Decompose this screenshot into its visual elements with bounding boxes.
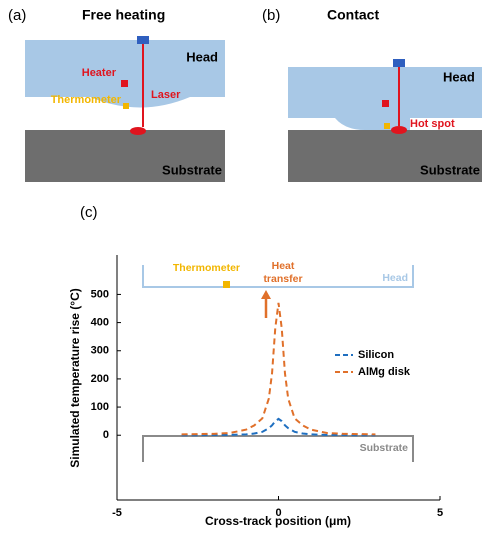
substrate-bracket [142,435,414,462]
heat-transfer-label: transfer [263,273,302,285]
panel-a: (a) Free heating Head Heater Laser Therm… [8,7,225,182]
substrate-label: Substrate [162,162,222,177]
head-label: Head [186,49,218,64]
head-bracket [142,265,414,288]
panel-label: (c) [80,204,98,221]
panel-title: Contact [327,7,379,23]
head-label: Head [382,272,408,284]
substrate-shape [25,130,225,182]
laser-source [137,36,149,44]
head-label: Head [443,69,475,84]
thermometer-label: Thermometer [51,94,122,106]
panel-title: Free heating [82,7,165,23]
heat-transfer-label: Heat [272,260,295,272]
y-tick-label: 100 [91,401,109,413]
substrate-label: Substrate [420,162,480,177]
y-tick-label: 500 [91,288,109,300]
head-shape [288,67,482,130]
heat-arrow-head [261,290,271,299]
substrate-label: Substrate [360,442,409,454]
thermometer-icon [123,103,129,109]
heater-icon [382,100,389,107]
y-tick-label: 200 [91,373,109,385]
x-axis-title: Cross-track position (μm) [205,514,351,528]
x-tick-label: 0 [275,507,281,519]
y-tick-label: 0 [103,429,109,441]
heater-label: Heater [82,67,117,79]
panel-b: (b) Contact Head Hot spot Substrate [262,7,482,182]
legend-label: AlMg disk [358,366,411,378]
head-shape [25,40,225,108]
panel-label: (b) [262,7,280,24]
laser-label: Laser [151,89,181,101]
thermometer-marker [223,281,230,288]
thermometer-label: Thermometer [173,262,240,274]
x-tick-label: 5 [437,507,443,519]
laser-source [393,59,405,67]
y-tick-label: 300 [91,345,109,357]
x-tick-label: -5 [112,507,122,519]
hot-spot-label: Hot spot [410,118,455,130]
legend-label: Silicon [358,349,394,361]
substrate-shape [288,130,482,182]
panel-label: (a) [8,7,26,24]
laser-spot [130,127,146,135]
series-line [181,417,376,437]
series-line [181,302,376,436]
hot-spot [391,126,407,134]
thermometer-icon [384,123,390,129]
y-axis-title: Simulated temperature rise (°C) [68,288,82,468]
heater-icon [121,80,128,87]
y-tick-label: 400 [91,316,109,328]
